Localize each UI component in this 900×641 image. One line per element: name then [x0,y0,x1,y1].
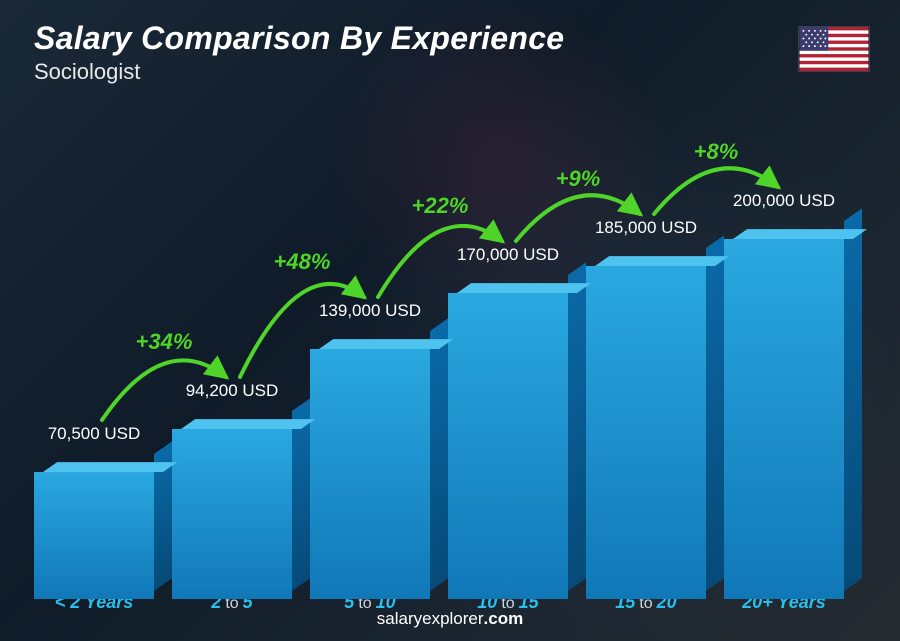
bar [724,221,844,581]
bar-value-label: 94,200 USD [186,381,279,401]
title-block: Salary Comparison By Experience Sociolog… [34,20,564,85]
chart-title: Salary Comparison By Experience [34,20,564,57]
bar-value-label: 200,000 USD [733,191,835,211]
bar [448,275,568,581]
us-flag-icon [798,26,870,72]
bar [586,248,706,581]
bar-value-label: 170,000 USD [457,245,559,265]
bar-slot: 94,200 USD2to5 [172,381,292,581]
bar-value-label: 185,000 USD [595,218,697,238]
bar [172,411,292,581]
footer-brand: salaryexplorer.com [0,609,900,629]
bar-slot: 70,500 USD< 2 Years [34,424,154,581]
bar-slot: 185,000 USD15to20 [586,218,706,581]
salary-chart: Salary Comparison By Experience Sociolog… [0,0,900,641]
bar-value-label: 70,500 USD [48,424,141,444]
bars-area: 70,500 USD< 2 Years94,200 USD2to5139,000… [34,111,844,581]
chart-subtitle: Sociologist [34,59,564,85]
bar-slot: 139,000 USD5to10 [310,301,430,581]
bar-value-label: 139,000 USD [319,301,421,321]
bar-slot: 170,000 USD10to15 [448,245,568,581]
bar [34,454,154,581]
bar-slot: 200,000 USD20+ Years [724,191,844,581]
bar [310,331,430,581]
